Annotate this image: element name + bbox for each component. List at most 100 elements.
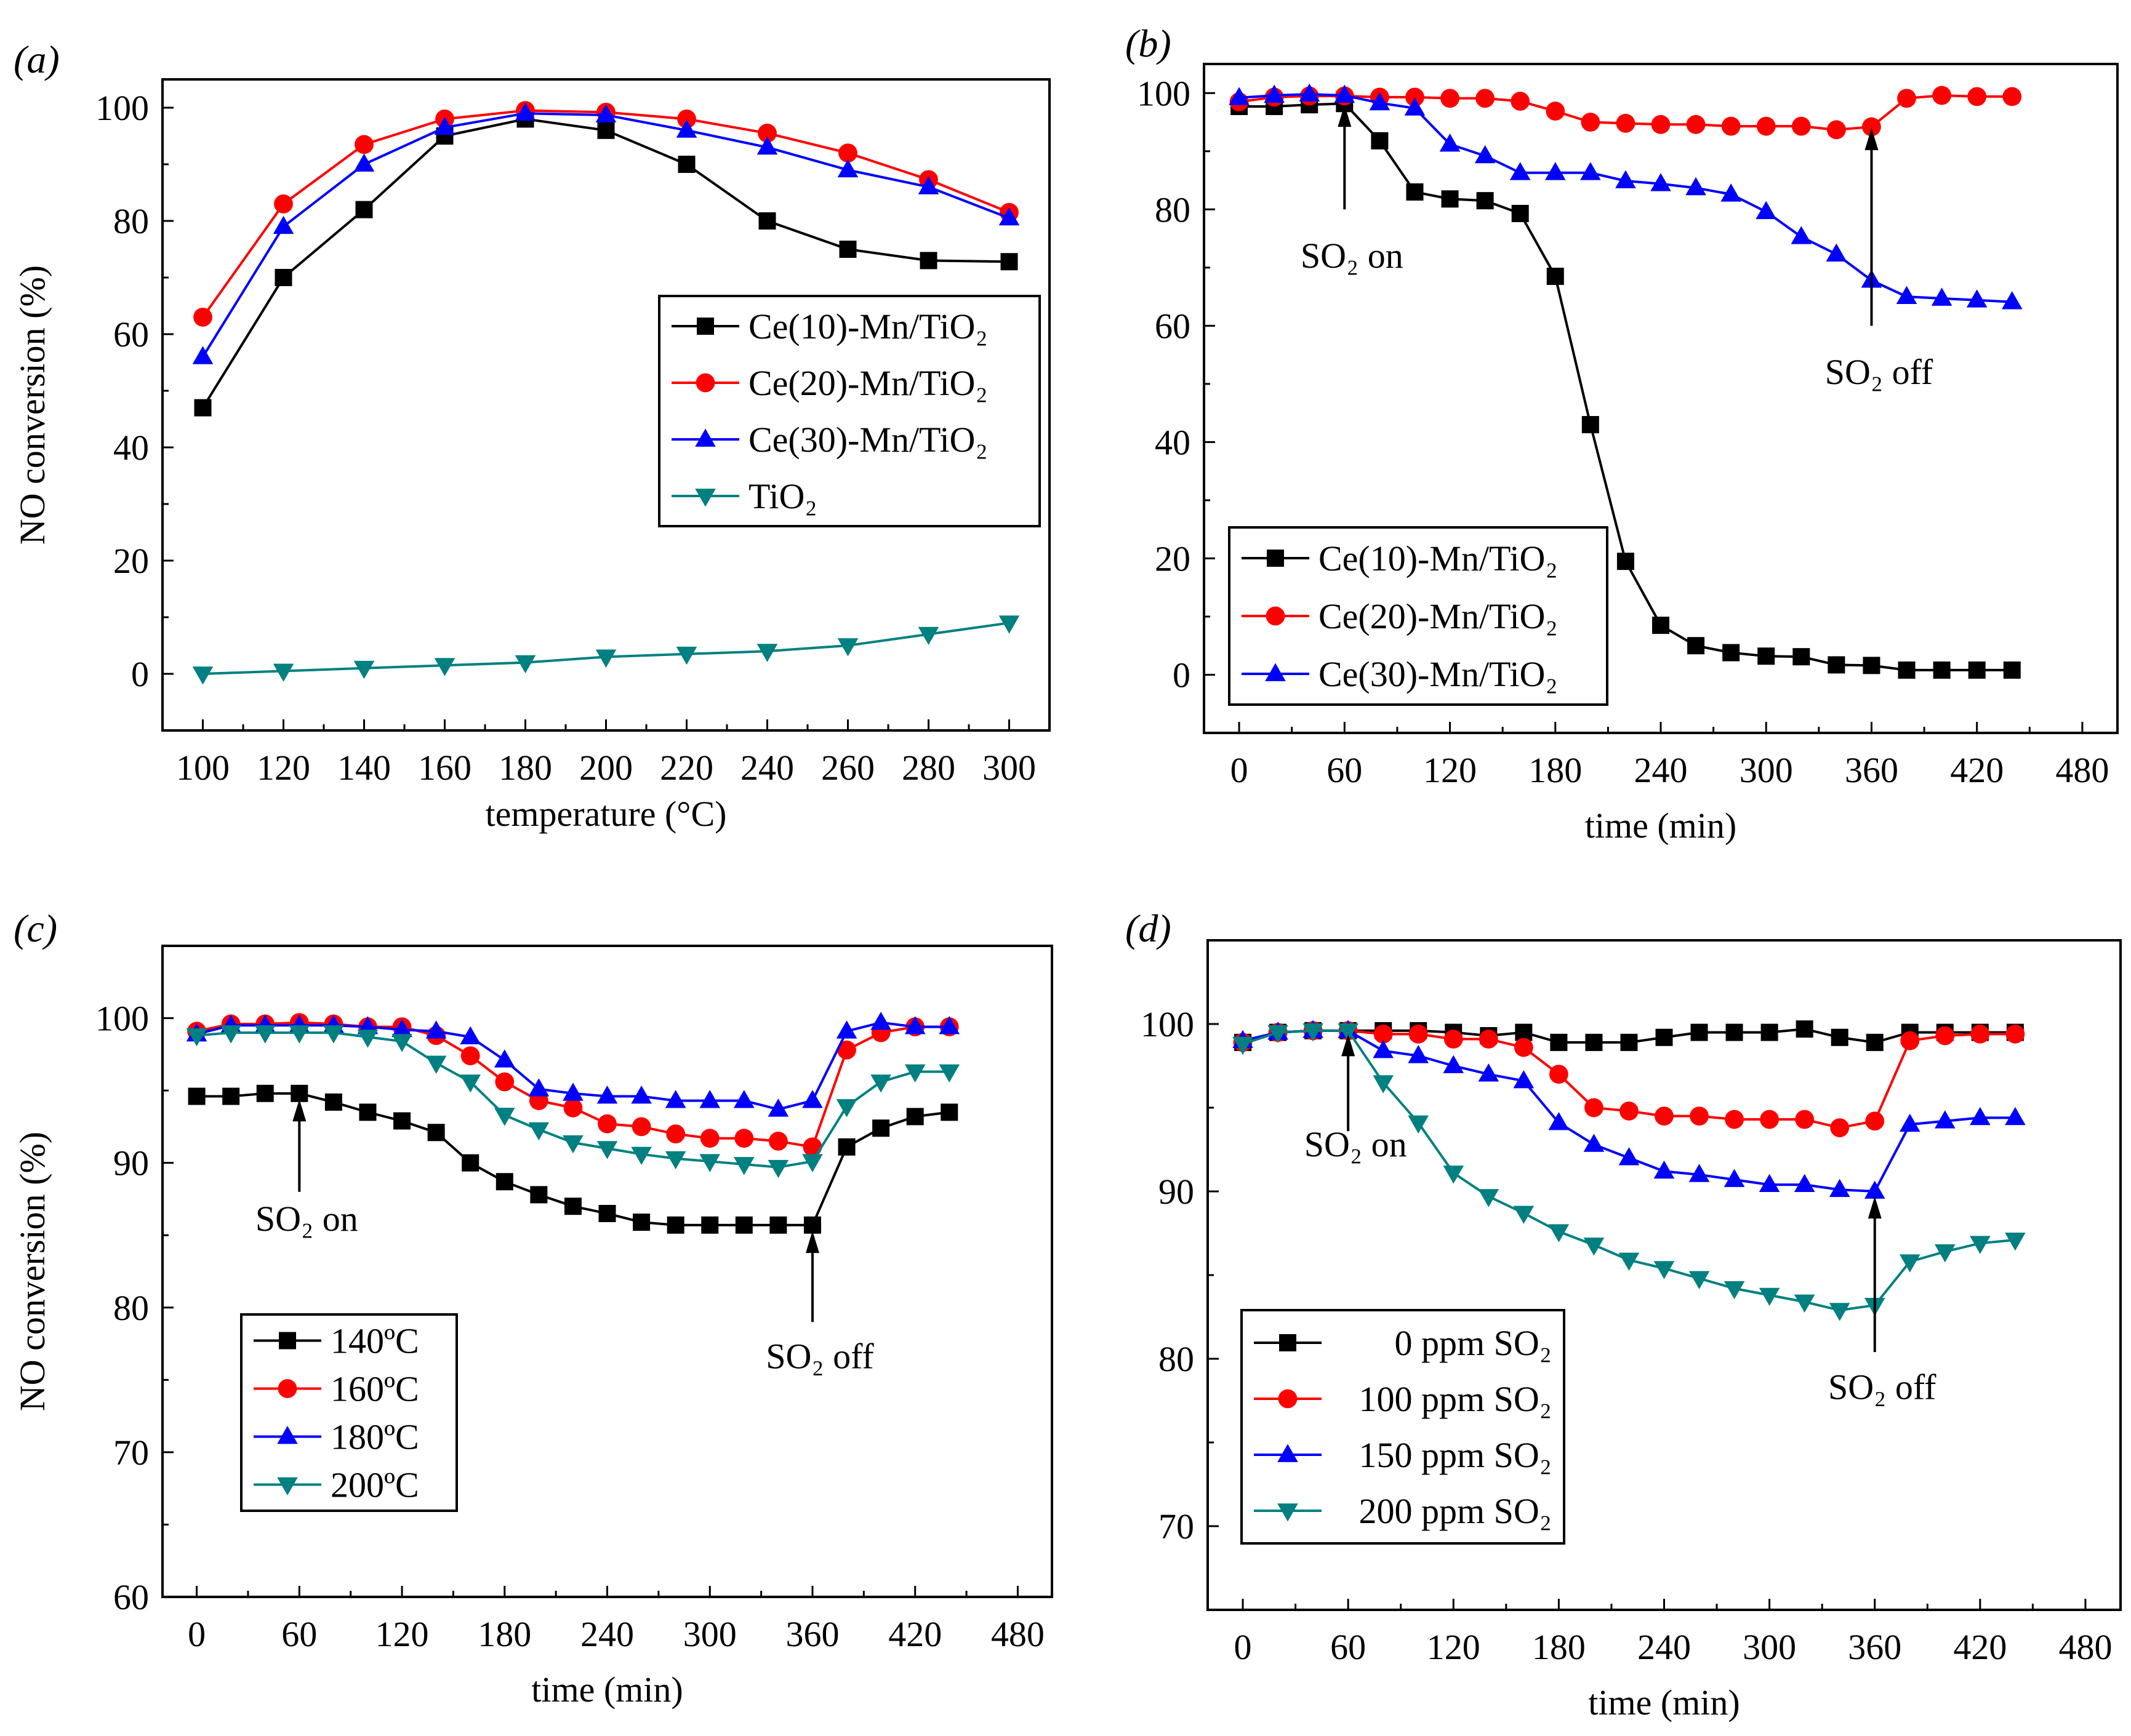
- data-point: [1371, 132, 1389, 150]
- series-line: [201, 109, 1010, 318]
- data-point: [904, 1064, 926, 1083]
- data-point: [1651, 114, 1671, 134]
- data-point: [425, 1020, 447, 1039]
- y-tick-label: 100: [1141, 1004, 1194, 1044]
- legend-entry: Ce(10)-Mn/TiO₂: [1242, 538, 1558, 578]
- legend-box: [240, 1313, 458, 1512]
- y-tick-label: 80: [1155, 190, 1190, 230]
- series-2: [1232, 1020, 2026, 1199]
- arrow-head-icon: [805, 1231, 819, 1254]
- x-tick-label: 180: [1528, 750, 1582, 790]
- data-point: [1000, 253, 1018, 271]
- y-tick-label: 0: [1173, 655, 1190, 695]
- legend-label: Ce(10)-Mn/TiO₂: [748, 306, 988, 346]
- data-point: [596, 1141, 618, 1159]
- data-point: [998, 207, 1020, 226]
- data-point: [1373, 1040, 1394, 1058]
- legend-marker: [277, 1426, 298, 1444]
- data-point: [665, 1090, 686, 1108]
- data-point: [256, 1084, 274, 1102]
- data-point: [1794, 1294, 1815, 1313]
- x-tick-label: 280: [902, 748, 955, 788]
- annotation: SO₂ off: [1825, 127, 1933, 392]
- data-point: [1897, 89, 1916, 108]
- x-tick-label: 140: [337, 748, 391, 788]
- data-point: [1373, 1075, 1394, 1094]
- data-point: [1232, 1036, 1253, 1055]
- y-axis-label: NO conversion (%): [12, 265, 52, 545]
- y-tick-label: 40: [1155, 422, 1190, 462]
- data-point: [768, 1098, 789, 1117]
- y-tick-label: 100: [95, 88, 149, 128]
- data-point: [1581, 416, 1599, 434]
- data-point: [838, 143, 857, 162]
- data-point: [1511, 204, 1529, 222]
- data-point: [1826, 243, 1847, 262]
- data-point: [870, 1074, 891, 1093]
- data-point: [1826, 120, 1846, 140]
- data-point: [1721, 116, 1741, 136]
- data-point: [2005, 1232, 2026, 1251]
- x-tick-label: 240: [1637, 1627, 1691, 1667]
- data-point: [515, 102, 536, 121]
- data-point: [563, 1098, 583, 1118]
- x-tick-label: 120: [257, 748, 310, 788]
- legend-label: 0 ppm SO₂: [1395, 1323, 1552, 1363]
- y-tick-label: 100: [1137, 73, 1190, 113]
- legend: 0 ppm SO₂ 100 ppm SO₂ 150 ppm SO₂ 200 ppm S…: [1240, 1309, 1565, 1545]
- data-point: [1759, 1287, 1780, 1306]
- data-point: [1725, 1110, 1744, 1129]
- legend-entry: Ce(30)-Mn/TiO₂: [1242, 654, 1558, 694]
- data-point: [1408, 1115, 1429, 1134]
- data-point: [2005, 1106, 2026, 1126]
- data-point: [872, 1119, 890, 1137]
- data-point: [1615, 170, 1636, 188]
- legend: 140ºC 160ºC 180ºC 200ºC: [240, 1313, 458, 1512]
- data-point: [1585, 1033, 1603, 1051]
- data-point: [1511, 92, 1530, 111]
- x-tick-label: 160: [418, 748, 472, 788]
- data-point: [906, 1108, 924, 1126]
- data-point: [836, 1020, 857, 1039]
- data-point: [275, 269, 292, 286]
- data-point: [434, 658, 455, 676]
- arrow-head-icon: [1341, 1034, 1355, 1057]
- data-point: [1584, 1098, 1603, 1118]
- data-point: [665, 1151, 686, 1170]
- data-point: [494, 1108, 515, 1126]
- data-point: [769, 1216, 787, 1234]
- data-point: [1796, 1020, 1813, 1038]
- data-point: [756, 644, 778, 662]
- data-point: [939, 1016, 960, 1034]
- data-point: [1546, 268, 1564, 286]
- data-point: [699, 1090, 721, 1108]
- data-point: [597, 121, 615, 139]
- data-point: [2003, 661, 2021, 679]
- legend-entry: 140ºC: [254, 1321, 419, 1361]
- data-point: [391, 1034, 412, 1052]
- data-point: [678, 156, 696, 173]
- data-point: [803, 1137, 822, 1157]
- data-point: [1933, 661, 1951, 679]
- data-point: [494, 1049, 515, 1068]
- data-point: [1931, 287, 1952, 306]
- x-tick-label: 120: [1427, 1627, 1480, 1667]
- legend-entry: 0 ppm SO₂: [1254, 1323, 1552, 1363]
- x-tick-label: 420: [1950, 750, 2004, 790]
- data-point: [758, 212, 776, 230]
- x-tick-label: 0: [1230, 750, 1248, 790]
- data-point: [1334, 84, 1355, 103]
- legend-marker: [697, 318, 714, 335]
- data-point: [1616, 553, 1634, 570]
- data-point: [1478, 1189, 1499, 1207]
- x-tick-label: 360: [785, 1614, 839, 1654]
- annotation-text: SO₂ on: [1304, 1124, 1407, 1164]
- data-point: [194, 399, 212, 417]
- arrow-head-icon: [1864, 127, 1879, 150]
- data-point: [734, 1129, 754, 1148]
- legend: Ce(10)-Mn/TiO₂ Ce(20)-Mn/TiO₂ Ce(30)-Mn/Ti…: [1228, 526, 1608, 706]
- data-point: [324, 1093, 342, 1111]
- data-point: [563, 1135, 584, 1154]
- series-3: [192, 615, 1020, 685]
